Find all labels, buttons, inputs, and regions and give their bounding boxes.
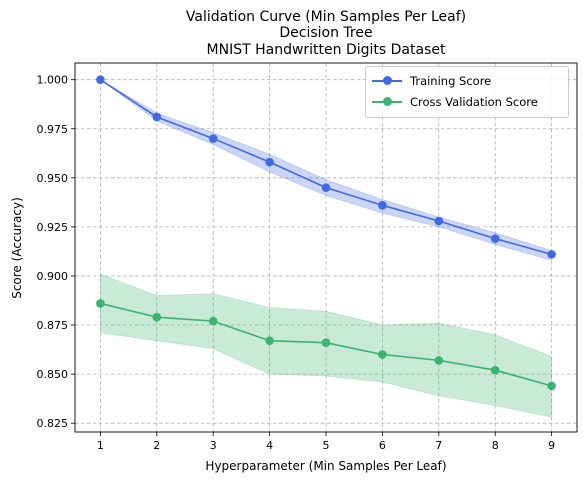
legend-item-training: Training Score: [372, 71, 491, 91]
y-tick-label: 0.900: [37, 270, 69, 283]
legend: Training Score Cross Validation Score: [365, 66, 569, 118]
legend-label-training: Training Score: [410, 74, 492, 88]
series-points: [96, 75, 556, 391]
cross-validation-score-point: [547, 381, 556, 391]
cross-validation-score-point: [208, 316, 218, 326]
legend-swatch-cross-validation: [372, 96, 402, 108]
y-tick-label: 0.925: [37, 221, 69, 234]
y-tick-label: 0.950: [37, 172, 69, 185]
y-tick-label: 0.875: [37, 319, 69, 332]
chart-title-line-3: MNIST Handwritten Digits Dataset: [206, 42, 446, 58]
cross-validation-score-point: [321, 338, 331, 347]
training-score-point: [96, 75, 105, 84]
legend-swatch-training: [372, 75, 402, 87]
cross-validation-score-point: [96, 299, 105, 308]
training-score-point: [265, 157, 274, 167]
legend-item-cross-validation: Cross Validation Score: [372, 92, 538, 112]
axis-ticks: 1 2 3 4 5 6 7 8 9 0.825 0.850 0.875 0.900 0.925 0.950 0…: [37, 74, 556, 452]
x-tick-label: 4: [266, 439, 273, 452]
chart-title-line-1: Validation Curve (Min Samples Per Leaf): [185, 9, 467, 25]
training-score-point: [434, 216, 444, 226]
legend-label-cross-validation: Cross Validation Score: [410, 95, 538, 109]
training-score-point: [208, 134, 218, 143]
x-tick-label: 6: [379, 439, 386, 452]
cross-validation-score-point: [434, 356, 444, 365]
training-score-point: [378, 201, 387, 210]
y-tick-label: 0.825: [37, 417, 69, 430]
cross-validation-score-point: [490, 365, 500, 375]
y-tick-label: 0.850: [37, 368, 69, 381]
training-score-point: [152, 112, 162, 122]
x-tick-label: 9: [548, 439, 555, 452]
x-tick-label: 3: [210, 439, 217, 452]
cross-validation-score-point: [378, 350, 387, 359]
cross-validation-score-point: [152, 312, 162, 322]
training-score-point: [547, 250, 556, 259]
x-tick-label: 1: [97, 439, 104, 452]
x-tick-label: 2: [153, 439, 160, 452]
x-axis-label: Hyperparameter (Min Samples Per Leaf): [205, 459, 447, 473]
training-score-point: [490, 234, 500, 243]
x-tick-label: 8: [492, 439, 499, 452]
x-tick-label: 7: [435, 439, 442, 452]
chart-title-line-2: Decision Tree: [279, 25, 373, 41]
x-tick-label: 5: [323, 439, 330, 452]
training-score-point: [321, 183, 331, 192]
y-tick-label: 0.975: [37, 123, 69, 136]
y-tick-label: 1.000: [37, 74, 69, 87]
cross-validation-score-point: [265, 336, 274, 346]
y-axis-label: Score (Accuracy): [10, 197, 24, 299]
